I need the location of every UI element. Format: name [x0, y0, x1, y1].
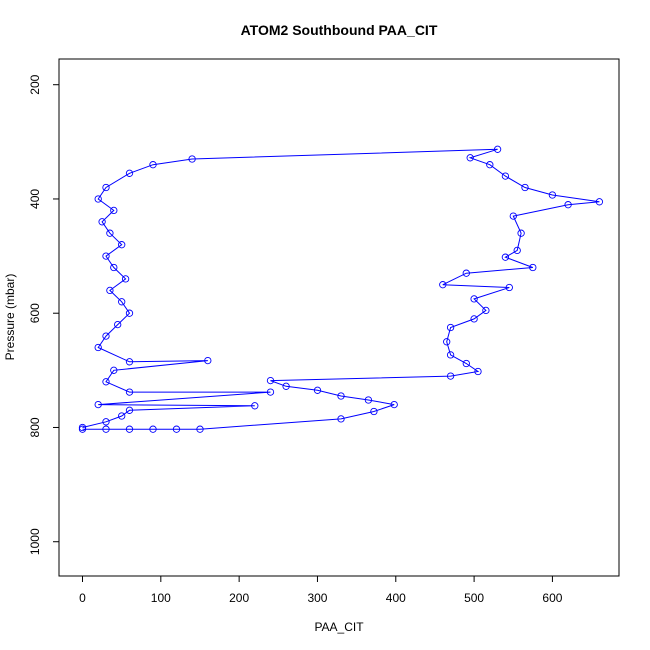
data-point: [125, 169, 134, 177]
data-point: [149, 161, 157, 169]
data-point: [529, 263, 537, 272]
data-point: [564, 201, 572, 209]
data-point: [493, 145, 502, 153]
plot-area: [78, 145, 604, 433]
data-point: [470, 295, 478, 303]
data-point: [521, 183, 529, 192]
data-point: [118, 241, 126, 249]
data-point: [102, 378, 110, 386]
y-tick-label: 600: [28, 303, 42, 323]
data-point: [446, 323, 455, 332]
data-point: [118, 412, 126, 420]
x-tick-label: 0: [79, 591, 86, 605]
data-point: [390, 400, 398, 409]
data-point: [125, 309, 134, 317]
x-axis: 0 100 200 300 400 500 600: [79, 575, 563, 605]
data-point: [313, 386, 322, 394]
data-point: [102, 252, 110, 260]
y-axis: 200 400 600 800 1000: [28, 74, 60, 555]
plot-frame: [58, 58, 620, 577]
data-point: [125, 406, 134, 414]
data-point: [505, 283, 513, 292]
y-tick-label: 200: [28, 74, 42, 94]
data-point: [118, 298, 126, 306]
data-point: [517, 229, 525, 237]
data-point: [106, 286, 114, 295]
data-point: [121, 275, 130, 283]
data-point: [172, 425, 181, 433]
y-tick-label: 800: [28, 417, 42, 437]
y-tick-label: 1000: [28, 528, 42, 555]
data-point: [446, 351, 455, 359]
x-tick-label: 100: [151, 591, 171, 605]
data-point: [462, 269, 470, 277]
data-point: [282, 382, 290, 390]
data-point: [439, 281, 447, 289]
data-point: [94, 400, 102, 409]
data-point: [94, 343, 102, 352]
data-point: [149, 425, 157, 433]
data-point: [114, 320, 122, 329]
chart-title: ATOM2 Southbound PAA_CIT: [241, 22, 438, 38]
data-point: [102, 183, 110, 192]
data-point: [125, 425, 134, 433]
data-point: [337, 415, 345, 423]
data-point: [337, 392, 345, 400]
data-point: [486, 161, 494, 169]
data-point: [364, 396, 373, 404]
x-tick-label: 200: [229, 591, 249, 605]
data-point: [474, 367, 482, 376]
x-tick-label: 600: [542, 591, 562, 605]
x-tick-label: 500: [464, 591, 484, 605]
data-point: [466, 154, 474, 162]
data-point: [462, 359, 470, 368]
y-axis-label: Pressure (mbar): [3, 274, 17, 361]
data-point: [125, 358, 134, 366]
data-point: [501, 253, 510, 261]
data-point: [446, 372, 455, 380]
data-point: [98, 218, 106, 226]
x-axis-label: PAA_CIT: [314, 620, 364, 634]
data-point: [94, 195, 102, 203]
data-point: [102, 425, 110, 433]
data-point: [102, 418, 110, 426]
data-point: [370, 407, 378, 416]
data-point: [548, 191, 557, 199]
data-point: [443, 338, 451, 346]
data-point: [513, 246, 521, 255]
data-point: [251, 402, 259, 410]
data-point: [102, 332, 110, 340]
x-tick-label: 400: [386, 591, 406, 605]
data-point: [595, 198, 604, 206]
data-point: [188, 155, 196, 163]
data-point: [125, 388, 134, 396]
y-tick-label: 400: [28, 189, 42, 209]
data-point: [110, 366, 118, 374]
data-point: [78, 423, 87, 432]
data-point: [110, 263, 118, 272]
data-point: [482, 306, 490, 315]
series-line: [82, 148, 600, 430]
data-point: [470, 315, 478, 323]
data-point: [266, 388, 275, 396]
data-point: [196, 425, 204, 433]
data-point: [204, 356, 212, 365]
series-group: [78, 145, 604, 433]
data-point: [501, 172, 510, 180]
data-point: [509, 212, 517, 220]
data-point: [110, 206, 118, 215]
data-point: [266, 376, 275, 385]
x-tick-label: 300: [307, 591, 327, 605]
data-point: [106, 229, 114, 237]
